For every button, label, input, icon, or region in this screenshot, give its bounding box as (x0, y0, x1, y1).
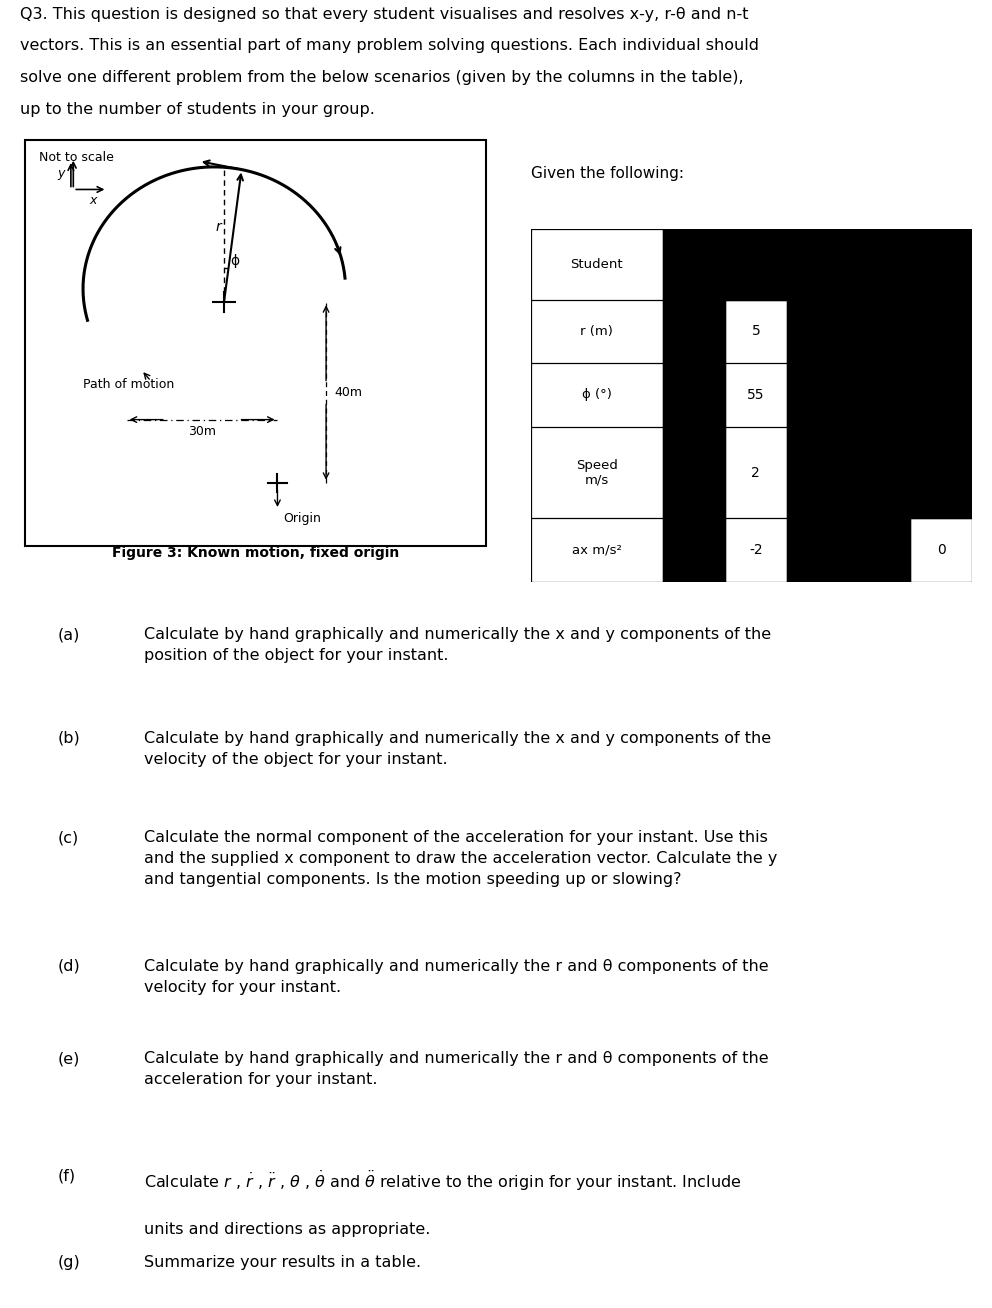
Bar (848, 364, 911, 426)
Text: (c): (c) (58, 831, 79, 845)
Text: Summarize your results in a table.: Summarize your results in a table. (144, 1254, 421, 1270)
Text: vectors. This is an essential part of many problem solving questions. Each indiv: vectors. This is an essential part of ma… (20, 38, 759, 54)
Text: Speed
m/s: Speed m/s (576, 459, 618, 487)
Bar (787, 364, 848, 426)
Text: Figure 3: Known motion, fixed origin: Figure 3: Known motion, fixed origin (112, 547, 399, 560)
Text: (b): (b) (58, 731, 80, 746)
Text: y: y (58, 167, 64, 181)
Text: Path of motion: Path of motion (83, 378, 175, 391)
Text: x: x (89, 195, 96, 207)
Bar (911, 364, 972, 426)
Bar (911, 300, 972, 364)
Bar (787, 426, 848, 518)
Text: ϕ (°): ϕ (°) (582, 388, 612, 402)
Bar (787, 518, 848, 582)
Text: units and directions as appropriate.: units and directions as appropriate. (144, 1223, 430, 1237)
Text: r (m): r (m) (580, 324, 613, 337)
Text: Calculate by hand graphically and numerically the r and θ components of the
acce: Calculate by hand graphically and numeri… (144, 1052, 768, 1087)
Text: Calculate $r$ , $\dot{r}$ , $\ddot{r}$ , $\theta$ , $\dot{\theta}$ and $\ddot{\t: Calculate $r$ , $\dot{r}$ , $\ddot{r}$ ,… (144, 1169, 741, 1193)
Text: -2: -2 (749, 543, 763, 557)
Text: 0: 0 (936, 543, 945, 557)
Text: Given the following:: Given the following: (531, 166, 683, 181)
Text: (e): (e) (58, 1052, 80, 1066)
Text: solve one different problem from the below scenarios (given by the columns in th: solve one different problem from the bel… (20, 71, 743, 85)
Text: Origin: Origin (284, 513, 321, 525)
Bar (911, 229, 972, 300)
Bar (848, 229, 911, 300)
Bar (663, 426, 725, 518)
Text: Calculate by hand graphically and numerically the x and y components of the
velo: Calculate by hand graphically and numeri… (144, 731, 771, 766)
Text: 2: 2 (752, 466, 760, 480)
Bar (848, 426, 911, 518)
Text: (f): (f) (58, 1169, 76, 1184)
Text: 30m: 30m (188, 425, 216, 438)
Text: up to the number of students in your group.: up to the number of students in your gro… (20, 102, 375, 116)
Text: Calculate the normal component of the acceleration for your instant. Use this
an: Calculate the normal component of the ac… (144, 831, 777, 887)
Bar (848, 300, 911, 364)
Text: Q3. This question is designed so that every student visualises and resolves x-y,: Q3. This question is designed so that ev… (20, 7, 748, 21)
Text: 5: 5 (752, 324, 760, 339)
Text: ax m/s²: ax m/s² (572, 544, 622, 557)
Bar (725, 229, 787, 300)
Text: Calculate by hand graphically and numerically the r and θ components of the
velo: Calculate by hand graphically and numeri… (144, 959, 768, 994)
Bar (663, 229, 725, 300)
Bar (911, 426, 972, 518)
Bar (787, 300, 848, 364)
Bar (848, 518, 911, 582)
Text: (a): (a) (58, 628, 80, 642)
Text: 40m: 40m (335, 386, 363, 399)
Text: r: r (216, 221, 221, 234)
Text: 55: 55 (747, 388, 765, 402)
Text: Calculate by hand graphically and numerically the x and y components of the
posi: Calculate by hand graphically and numeri… (144, 628, 771, 663)
Bar (787, 229, 848, 300)
Text: (d): (d) (58, 959, 80, 973)
Bar (663, 518, 725, 582)
Text: ϕ: ϕ (230, 254, 239, 268)
Bar (663, 364, 725, 426)
Text: (g): (g) (58, 1254, 80, 1270)
Text: Student: Student (570, 258, 623, 271)
Text: Not to scale: Not to scale (40, 152, 114, 164)
Bar (663, 300, 725, 364)
